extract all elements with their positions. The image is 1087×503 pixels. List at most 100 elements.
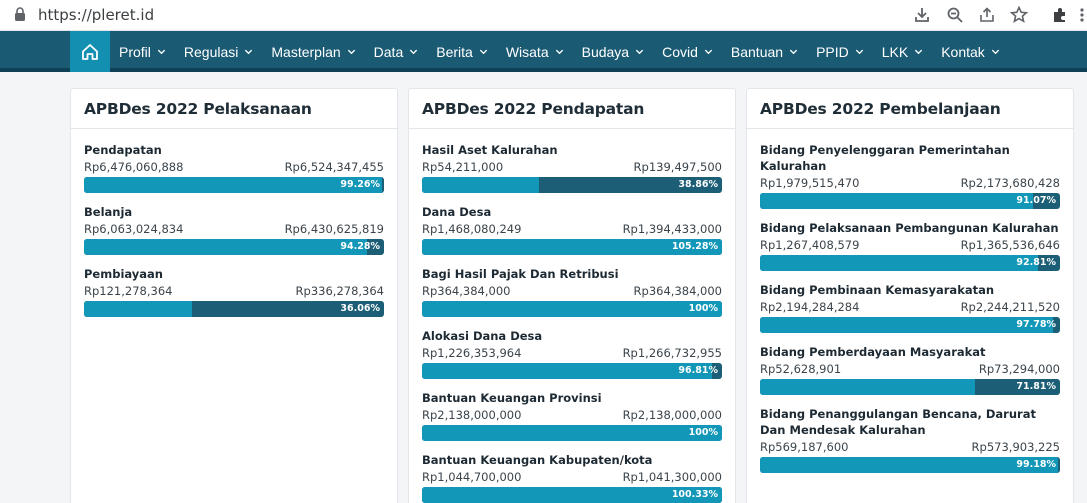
chevron-down-icon	[704, 49, 713, 55]
nav-item-label: LKK	[881, 43, 909, 60]
budget-item-values: Rp1,226,353,964 Rp1,266,732,955	[422, 345, 722, 361]
realisasi-value: Rp52,628,901	[760, 362, 842, 376]
anggaran-value: Rp139,497,500	[633, 160, 722, 174]
nav-item-label: Kontak	[941, 43, 985, 60]
card-title: APBDes 2022 Pelaksanaan	[71, 89, 397, 129]
card-pendapatan: APBDes 2022 Pendapatan Hasil Aset Kalura…	[408, 88, 736, 503]
budget-item: Bidang Pembinaan Kemasyarakatan Rp2,194,2…	[760, 282, 1060, 333]
progress-fill	[760, 317, 1054, 333]
progress-fill	[760, 193, 1034, 209]
nav-item-berita[interactable]: Berita	[427, 31, 497, 72]
chevron-down-icon	[635, 49, 644, 55]
anggaran-value: Rp1,365,536,646	[960, 238, 1060, 252]
nav-item-label: PPID	[816, 43, 849, 60]
realisasi-value: Rp569,187,600	[760, 440, 849, 454]
nav-item-lkk[interactable]: LKK	[873, 31, 932, 72]
realisasi-value: Rp121,278,364	[84, 284, 173, 298]
budget-item-values: Rp569,187,600 Rp573,903,225	[760, 439, 1060, 455]
chevron-down-icon	[855, 49, 863, 55]
budget-item: Bidang Pemberdayaan Masyarakat Rp52,628,9…	[760, 344, 1060, 395]
progress-fill	[760, 255, 1039, 271]
progress-bar: 100%	[422, 301, 722, 317]
progress-bar: 100.33%	[422, 487, 722, 503]
budget-item-name: Bagi Hasil Pajak Dan Retribusi	[422, 267, 619, 281]
anggaran-value: Rp1,041,300,000	[622, 470, 722, 484]
zoom-icon[interactable]	[945, 5, 965, 25]
menu-icon[interactable]	[1077, 5, 1087, 25]
download-icon[interactable]	[912, 5, 932, 25]
budget-item-name: Bantuan Keuangan Provinsi	[422, 391, 602, 405]
budget-item-values: Rp364,384,000 Rp364,384,000	[422, 283, 722, 299]
anggaran-value: Rp2,138,000,000	[622, 408, 722, 422]
home-button[interactable]	[70, 31, 110, 72]
lock-icon[interactable]	[14, 7, 26, 21]
progress-bar: 105.28%	[422, 239, 722, 255]
home-icon	[82, 43, 98, 60]
nav-item-ppid[interactable]: PPID	[807, 31, 873, 72]
nav-item-masterplan[interactable]: Masterplan	[262, 31, 364, 72]
nav-item-kontak[interactable]: Kontak	[932, 31, 1009, 72]
anggaran-value: Rp6,524,347,455	[284, 160, 384, 174]
budget-item-values: Rp54,211,000 Rp139,497,500	[422, 159, 722, 175]
realisasi-value: Rp1,979,515,470	[760, 176, 860, 190]
url-text[interactable]: https://pleret.id	[38, 6, 155, 24]
share-icon[interactable]	[977, 5, 997, 25]
progress-percent: 100%	[688, 303, 718, 314]
progress-bar: 36.06%	[84, 301, 384, 317]
anggaran-value: Rp73,294,000	[978, 362, 1060, 376]
nav-item-budaya[interactable]: Budaya	[573, 31, 653, 72]
budget-item: Dana Desa Rp1,468,080,249 Rp1,394,433,000 1…	[422, 204, 722, 255]
progress-bar: 96.81%	[422, 363, 722, 379]
browser-address-bar: https://pleret.id	[0, 0, 1087, 31]
budget-item: Pendapatan Rp6,476,060,888 Rp6,524,347,455…	[84, 142, 384, 193]
nav-item-label: Budaya	[581, 43, 630, 60]
card-items: Pendapatan Rp6,476,060,888 Rp6,524,347,455…	[71, 129, 397, 317]
realisasi-value: Rp364,384,000	[422, 284, 511, 298]
budget-item-values: Rp6,476,060,888 Rp6,524,347,455	[84, 159, 384, 175]
progress-fill	[760, 379, 976, 395]
nav-item-profil[interactable]: Profil	[110, 31, 175, 72]
card-title: APBDes 2022 Pendapatan	[409, 89, 735, 129]
nav-item-covid[interactable]: Covid	[653, 31, 722, 72]
budget-item: Bidang Pelaksanaan Pembangunan Kalurahan…	[760, 220, 1060, 271]
extensions-icon[interactable]	[1050, 5, 1070, 25]
budget-item-name: Dana Desa	[422, 205, 492, 219]
nav-item-regulasi[interactable]: Regulasi	[175, 31, 262, 72]
budget-item: Bidang Penyelenggaran Pemerintahan Kalur…	[760, 142, 1060, 209]
budget-item-values: Rp121,278,364 Rp336,278,364	[84, 283, 384, 299]
chevron-down-icon	[347, 49, 355, 55]
star-icon[interactable]	[1009, 5, 1029, 25]
nav-item-wisata[interactable]: Wisata	[497, 31, 573, 72]
budget-item-name: Alokasi Dana Desa	[422, 329, 543, 343]
budget-item: Hasil Aset Kalurahan Rp54,211,000 Rp139,49…	[422, 142, 722, 193]
progress-percent: 100.33%	[671, 489, 718, 500]
progress-bar: 99.18%	[760, 457, 1060, 473]
realisasi-value: Rp6,476,060,888	[84, 160, 184, 174]
budget-item-values: Rp1,979,515,470 Rp2,173,680,428	[760, 175, 1060, 191]
realisasi-value: Rp1,267,408,579	[760, 238, 860, 252]
progress-percent: 91.07%	[1016, 195, 1056, 206]
progress-percent: 38.86%	[678, 179, 718, 190]
anggaran-value: Rp336,278,364	[295, 284, 384, 298]
chevron-down-icon	[991, 49, 999, 55]
progress-fill	[422, 177, 539, 193]
chevron-down-icon	[555, 49, 563, 55]
nav-item-data[interactable]: Data	[365, 31, 428, 72]
budget-item: Bantuan Keuangan Provinsi Rp2,138,000,000…	[422, 390, 722, 441]
budget-item-name: Bidang Pelaksanaan Pembangunan Kalurahan	[760, 221, 1059, 235]
budget-item-values: Rp6,063,024,834 Rp6,430,625,819	[84, 221, 384, 237]
nav-item-bantuan[interactable]: Bantuan	[722, 31, 807, 72]
budget-item: Bagi Hasil Pajak Dan Retribusi Rp364,384,…	[422, 266, 722, 317]
progress-fill	[422, 425, 722, 441]
anggaran-value: Rp2,173,680,428	[960, 176, 1060, 190]
budget-item-name: Bidang Penanggulangan Bencana, Darurat D…	[760, 407, 1036, 437]
budget-item-name: Bantuan Keuangan Kabupaten/kota	[422, 453, 653, 467]
budget-item-values: Rp52,628,901 Rp73,294,000	[760, 361, 1060, 377]
anggaran-value: Rp364,384,000	[633, 284, 722, 298]
progress-bar: 94.28%	[84, 239, 384, 255]
realisasi-value: Rp1,468,080,249	[422, 222, 522, 236]
progress-percent: 99.18%	[1016, 459, 1056, 470]
progress-percent: 99.26%	[340, 179, 380, 190]
budget-item-name: Hasil Aset Kalurahan	[422, 143, 558, 157]
budget-item-name: Pembiayaan	[84, 267, 163, 281]
